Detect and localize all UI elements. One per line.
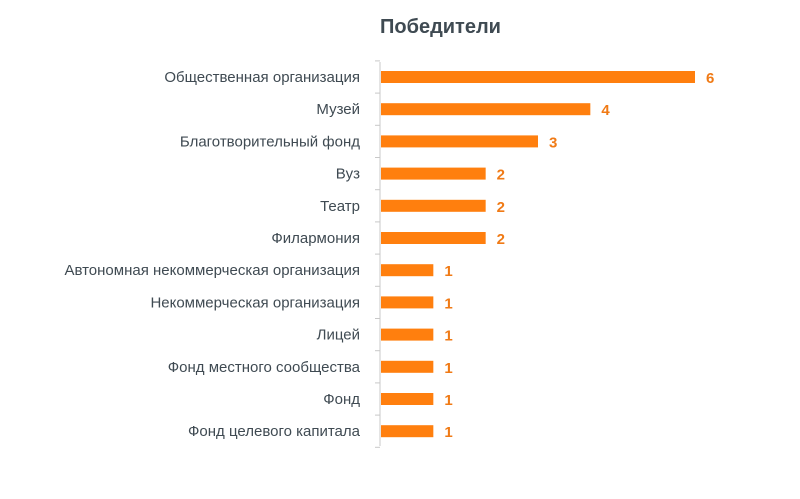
category-label: Автономная некоммерческая организация (64, 262, 360, 279)
value-label: 1 (444, 295, 452, 312)
bar (381, 425, 434, 438)
bar (381, 199, 486, 212)
value-label: 2 (497, 231, 505, 248)
category-label: Некоммерческая организация (150, 294, 360, 311)
value-label: 6 (706, 70, 714, 87)
axis-layer (375, 60, 381, 448)
value-label: 2 (497, 199, 505, 216)
bar (381, 232, 486, 244)
category-labels: Общественная организация Музей Благотворит… (64, 69, 360, 440)
category-label: Фонд (323, 391, 360, 408)
bar (381, 296, 434, 309)
category-label: Фонд местного сообщества (168, 359, 361, 376)
bar (381, 328, 434, 341)
category-label: Вуз (336, 166, 360, 183)
bar (381, 167, 486, 180)
bar (381, 71, 695, 83)
category-label: Общественная организация (164, 69, 360, 86)
bars-layer (381, 71, 695, 438)
value-label: 1 (444, 424, 452, 441)
value-label: 1 (444, 263, 452, 280)
category-label: Филармония (271, 230, 360, 247)
value-label: 4 (601, 102, 610, 119)
bar (381, 135, 538, 148)
category-label: Музей (316, 101, 360, 118)
value-label: 3 (549, 134, 557, 151)
bar (381, 393, 434, 405)
bar (381, 360, 434, 373)
category-label: Благотворительный фонд (180, 133, 360, 150)
chart-title: Победители (380, 16, 501, 38)
value-label: 1 (444, 360, 452, 377)
bar (381, 103, 591, 116)
category-label: Фонд целевого капитала (188, 423, 361, 440)
value-labels: 6 4 3 2 2 2 1 1 1 1 1 1 (444, 70, 714, 441)
value-label: 1 (444, 392, 452, 409)
value-label: 2 (497, 167, 505, 184)
category-label: Лицей (317, 327, 360, 344)
category-label: Театр (320, 198, 360, 215)
value-label: 1 (444, 328, 452, 345)
bar (381, 264, 434, 277)
